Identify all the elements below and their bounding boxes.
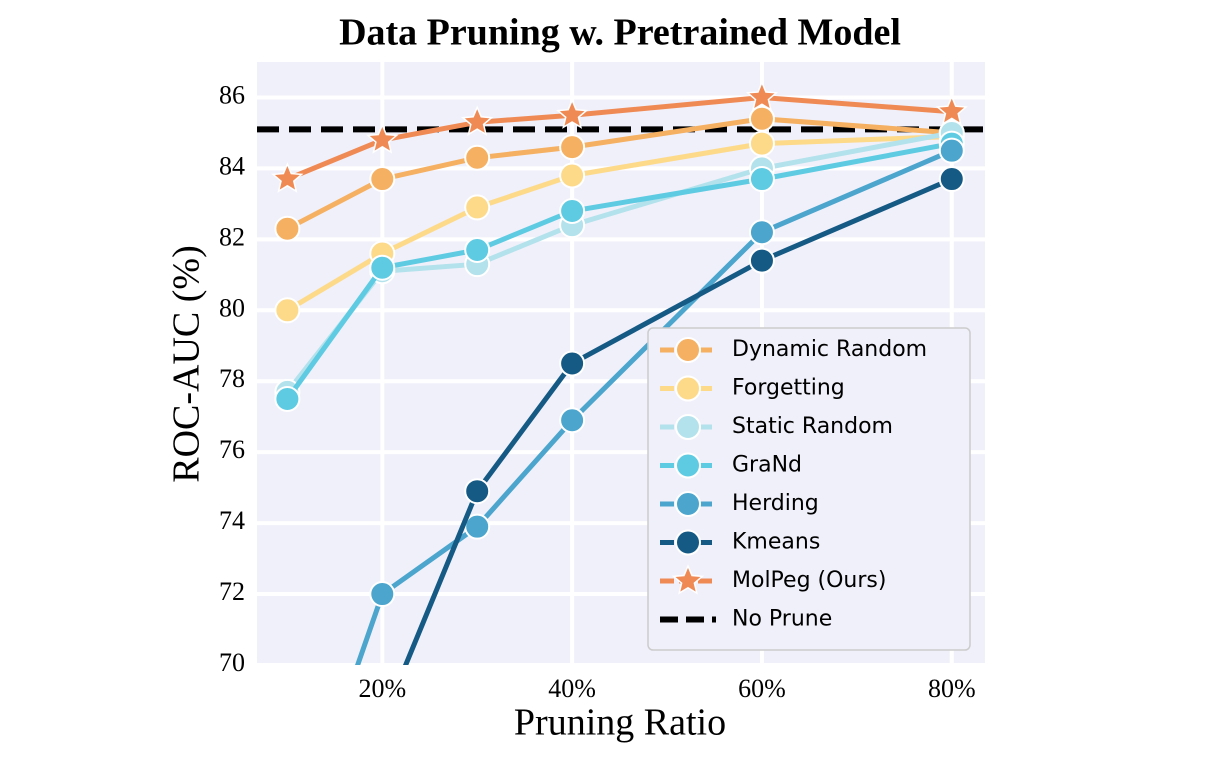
y-tick-label: 84 (219, 151, 245, 180)
legend-label: Static Random (732, 414, 893, 439)
circle-marker (675, 491, 701, 517)
x-tick-label: 80% (928, 674, 976, 703)
circle-marker (370, 710, 394, 734)
legend-label: GraNd (732, 453, 802, 478)
series-line (355, 148, 953, 665)
x-tick-label: 20% (358, 674, 406, 703)
circle-marker (675, 375, 701, 402)
circle-marker (274, 215, 301, 242)
y-tick-label: 70 (219, 648, 245, 677)
plot-lines (257, 80, 985, 734)
x-axis-label: Pruning Ratio (514, 702, 726, 744)
circle-marker (675, 529, 701, 556)
y-tick-label: 72 (219, 577, 245, 606)
circle-marker (369, 166, 396, 193)
star-marker (556, 98, 589, 129)
star-marker (745, 80, 779, 112)
y-tick-label: 76 (219, 435, 245, 464)
circle-marker (675, 337, 701, 363)
legend-label: No Prune (732, 607, 832, 632)
legend-label: MolPeg (Ours) (732, 568, 886, 593)
series-line (286, 94, 952, 182)
circle-marker (369, 581, 396, 608)
circle-marker (464, 194, 491, 221)
star-marker (671, 564, 705, 595)
circle-marker (464, 144, 491, 171)
y-tick-label: 82 (219, 222, 245, 251)
circle-marker (748, 130, 775, 157)
star-marker (935, 94, 968, 126)
circle-marker (559, 162, 586, 189)
circle-marker (274, 385, 301, 412)
star-marker (366, 123, 399, 154)
y-axis-label: ROC-AUC (%) (166, 245, 208, 482)
y-tick-label: 86 (219, 80, 245, 109)
legend-box (647, 327, 971, 651)
legend-label: Dynamic Random (732, 337, 927, 362)
circle-marker (748, 247, 775, 274)
legend-label: Forgetting (732, 376, 845, 401)
circle-marker (675, 452, 701, 479)
circle-marker (938, 137, 965, 164)
y-tick-label: 78 (219, 364, 245, 393)
circle-marker (274, 297, 301, 324)
legend: Dynamic Random Forgetting Static Random Gra… (647, 327, 971, 651)
series-line (285, 141, 953, 401)
star-marker (271, 162, 304, 193)
circle-marker (464, 236, 491, 263)
circle-marker (559, 407, 586, 434)
legend-label: Herding (732, 491, 819, 516)
circle-marker (938, 166, 965, 193)
legend-label: Kmeans (732, 530, 820, 555)
circle-marker (748, 105, 775, 132)
circle-marker (748, 219, 775, 246)
star-marker (461, 105, 494, 136)
series-line (286, 116, 952, 231)
circle-marker (559, 134, 586, 161)
circle-marker (464, 478, 491, 505)
circle-marker (559, 350, 586, 377)
series-line (286, 134, 952, 313)
circle-marker (369, 254, 396, 281)
x-tick-label: 60% (738, 674, 786, 703)
circle-marker (559, 197, 586, 224)
circle-marker (464, 513, 491, 540)
series-line (402, 176, 953, 665)
y-tick-label: 74 (219, 506, 245, 535)
y-tick-label: 80 (219, 293, 245, 322)
circle-marker (675, 414, 701, 440)
x-tick-label: 40% (548, 674, 596, 703)
circle-marker (748, 166, 775, 193)
chart-title: Data Pruning w. Pretrained Model (339, 12, 901, 54)
